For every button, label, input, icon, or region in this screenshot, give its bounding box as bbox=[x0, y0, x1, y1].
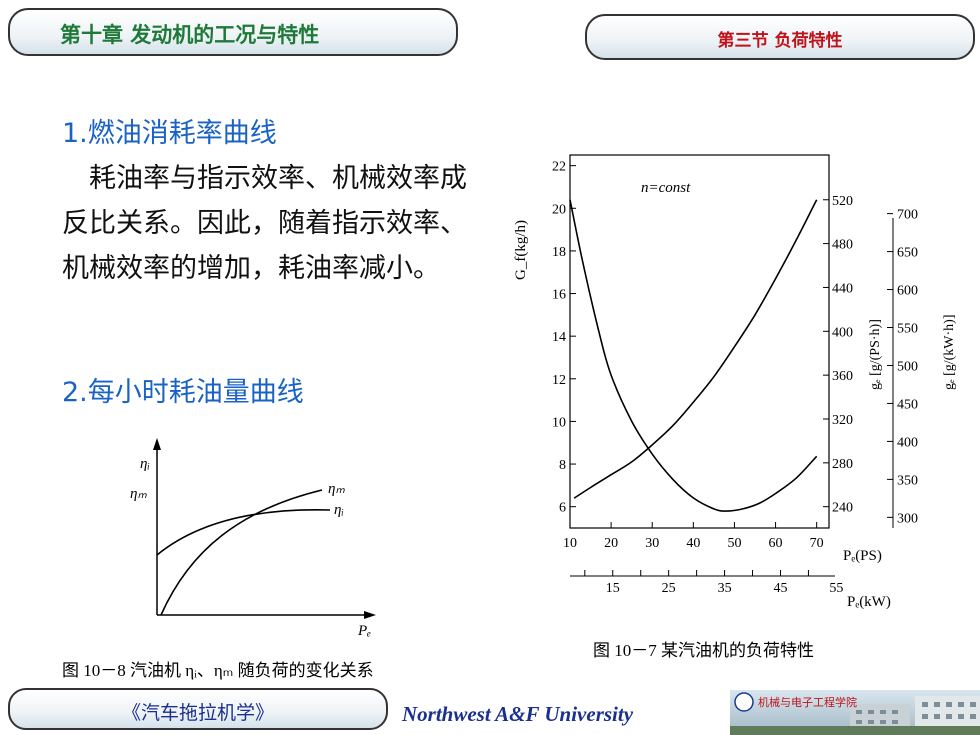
y-left-tick-label: 20 bbox=[552, 202, 566, 217]
curve-eta-m bbox=[160, 489, 323, 616]
x-kw-tick-label: 15 bbox=[606, 581, 620, 596]
chart-annotation: n=const bbox=[641, 180, 691, 196]
fig-left-curve-label-eta-i: ηᵢ bbox=[334, 502, 344, 518]
x-kw-tick-label: 55 bbox=[829, 581, 843, 596]
fig-left-y-label-eta-i: ηᵢ bbox=[140, 456, 150, 472]
y-right-tick-label: 550 bbox=[897, 322, 918, 337]
x-ps-tick-label: 10 bbox=[563, 536, 577, 551]
chart-plot-frame bbox=[569, 154, 830, 529]
y-left-tick-label: 18 bbox=[552, 245, 566, 260]
y-mid-tick-label: 400 bbox=[832, 325, 853, 340]
y-left-tick-label: 22 bbox=[552, 160, 566, 175]
chart-x-label-kw: Pₑ(kW) bbox=[847, 594, 891, 610]
y-mid-tick-label: 240 bbox=[832, 501, 853, 516]
y-mid-tick-label: 320 bbox=[832, 413, 853, 428]
x-ps-tick-label: 40 bbox=[686, 536, 700, 551]
y-left-tick-label: 10 bbox=[552, 415, 566, 430]
chart-y-right-label: gₑ [g/(kW·h)] bbox=[942, 314, 957, 390]
university-name: Northwest A&F University bbox=[402, 702, 634, 726]
y-right-tick-label: 700 bbox=[897, 208, 918, 223]
y-mid-tick-label: 480 bbox=[832, 238, 853, 253]
y-left-tick-label: 12 bbox=[552, 373, 566, 388]
y-right-tick-label: 350 bbox=[897, 473, 918, 488]
chart-x-label-ps: Pₑ(PS) bbox=[843, 548, 882, 564]
chart-y-left-label: G_f(kg/h) bbox=[513, 220, 529, 280]
x-ps-tick-label: 50 bbox=[727, 536, 741, 551]
y-left-tick-label: 6 bbox=[559, 501, 566, 516]
fig-left-caption: 图 10－8 汽油机 ηᵢ、ηₘ 随负荷的变化关系 bbox=[62, 661, 374, 680]
y-mid-tick-label: 440 bbox=[832, 281, 853, 296]
fig-left-y-arrow bbox=[153, 438, 161, 450]
book-title-pill: 《汽车拖拉机学》 bbox=[8, 688, 388, 730]
x-kw-tick-label: 35 bbox=[718, 581, 732, 596]
section-title: 第三节 负荷特性 bbox=[717, 31, 843, 51]
heading-hourly-fuel-consumption: 2.每小时耗油量曲线 bbox=[62, 377, 304, 408]
series-line-gf bbox=[573, 199, 818, 499]
y-mid-tick-label: 360 bbox=[832, 369, 853, 384]
y-left-tick-label: 8 bbox=[559, 458, 566, 473]
y-right-tick-label: 400 bbox=[897, 435, 918, 450]
fig-left-x-label: Pₑ bbox=[357, 623, 371, 639]
chapter-title: 第十章 发动机的工况与特性 bbox=[60, 23, 320, 47]
college-logo-banner: 机械与电子工程学院 bbox=[730, 690, 980, 735]
y-left-tick-label: 14 bbox=[552, 330, 566, 345]
series-line-ge bbox=[569, 199, 818, 512]
section-header: 第三节 负荷特性 bbox=[585, 14, 975, 60]
y-left-tick-label: 16 bbox=[552, 288, 566, 303]
chart-y-mid-label: gₑ [g/(PS·h)] bbox=[868, 319, 883, 390]
y-right-tick-label: 300 bbox=[897, 511, 918, 526]
y-right-tick-label: 500 bbox=[897, 359, 918, 374]
efficiency-figure: ηᵢ ηₘ ηₘ ηᵢ Pₑ 图 10－8 汽油机 ηᵢ、ηₘ 随负荷的变化关系 bbox=[62, 438, 376, 680]
x-ps-tick-label: 30 bbox=[645, 536, 659, 551]
chapter-header: 第十章 发动机的工况与特性 bbox=[8, 8, 458, 56]
y-mid-tick-label: 280 bbox=[832, 457, 853, 472]
curve-eta-i bbox=[156, 508, 331, 556]
heading-fuel-consumption-rate: 1.燃油消耗率曲线 bbox=[62, 118, 277, 149]
load-characteristic-chart: n=const Pₑ(PS) Pₑ(kW) G_f(kg/h) gₑ [g/(P… bbox=[513, 154, 957, 660]
x-ps-tick-label: 70 bbox=[810, 536, 824, 551]
fig-left-curve-label-eta-m: ηₘ bbox=[328, 481, 345, 497]
x-kw-tick-label: 45 bbox=[773, 581, 787, 596]
college-logo-text: 机械与电子工程学院 bbox=[758, 695, 857, 709]
y-mid-tick-label: 520 bbox=[832, 194, 853, 209]
y-right-tick-label: 600 bbox=[897, 284, 918, 299]
paragraph-explanation: 耗油率与指示效率、机械效率成反比关系。因此，随着指示效率、机械效率的增加，耗油率… bbox=[62, 163, 467, 284]
x-kw-tick-label: 25 bbox=[662, 581, 676, 596]
book-title: 《汽车拖拉机学》 bbox=[121, 702, 274, 724]
x-ps-tick-label: 20 bbox=[604, 536, 618, 551]
fig-left-x-arrow bbox=[364, 611, 376, 619]
college-emblem-icon bbox=[734, 692, 754, 712]
chart-caption: 图 10－7 某汽油机的负荷特性 bbox=[593, 641, 814, 660]
y-right-tick-label: 650 bbox=[897, 246, 918, 261]
fig-left-y-label-eta-m: ηₘ bbox=[130, 486, 147, 502]
x-ps-tick-label: 60 bbox=[769, 536, 783, 551]
y-right-tick-label: 450 bbox=[897, 397, 918, 412]
